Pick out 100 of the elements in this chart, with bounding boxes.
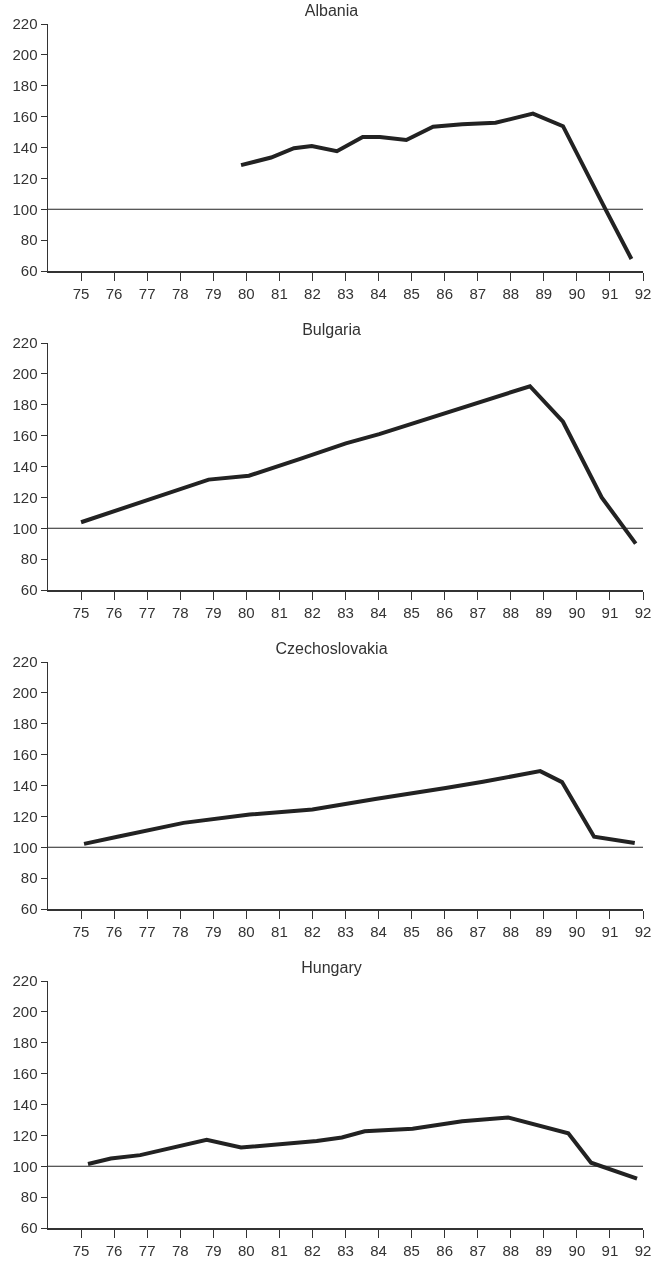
y-tick-label: 180 <box>12 1034 38 1051</box>
x-tick-label: 83 <box>337 922 354 940</box>
y-tick-label: 200 <box>12 46 38 64</box>
y-tick-label: 180 <box>12 715 38 732</box>
x-tick-label: 83 <box>337 1241 354 1259</box>
x-tick-label: 80 <box>237 1241 255 1259</box>
y-tick-label: 200 <box>12 684 38 702</box>
x-tick-label: 87 <box>469 284 487 302</box>
x-tick-label: 86 <box>436 603 454 621</box>
x-tick-label: 89 <box>535 922 553 940</box>
x-tick-label: 82 <box>304 1241 321 1259</box>
x-tick-label: 89 <box>535 1241 553 1259</box>
y-tick-label: 80 <box>20 869 38 887</box>
x-tick-label: 82 <box>304 922 321 940</box>
x-tick-label: 88 <box>502 284 520 302</box>
x-tick-label: 79 <box>204 284 222 302</box>
y-tick-label: 220 <box>12 653 38 671</box>
y-tick-label: 180 <box>12 396 38 413</box>
y-tick-label: 140 <box>12 776 38 794</box>
x-tick-label: 86 <box>436 284 454 302</box>
x-tick-label: 82 <box>304 603 321 621</box>
x-tick-label: 89 <box>535 284 553 302</box>
y-tick-label: 100 <box>12 838 38 856</box>
x-tick-label: 85 <box>403 284 420 302</box>
x-tick-label: 86 <box>436 922 454 940</box>
x-tick-label: 79 <box>204 922 222 940</box>
y-tick-label: 220 <box>12 15 38 33</box>
x-tick-label: 80 <box>237 284 255 302</box>
x-tick-label: 88 <box>502 1241 520 1259</box>
x-tick-label: 76 <box>105 603 123 621</box>
x-tick-label: 85 <box>403 922 420 940</box>
x-tick-label: 75 <box>72 603 90 621</box>
x-tick-label: 78 <box>171 603 189 621</box>
y-tick-label: 140 <box>12 138 38 156</box>
x-tick-label: 79 <box>204 603 222 621</box>
x-tick-label: 78 <box>171 922 189 940</box>
x-tick-label: 76 <box>105 284 123 302</box>
x-tick-label: 92 <box>634 603 652 621</box>
y-tick-label: 100 <box>12 519 38 537</box>
y-tick-label: 220 <box>12 972 38 990</box>
x-tick-label: 84 <box>370 922 387 940</box>
x-tick-label: 86 <box>436 1241 454 1259</box>
x-tick-label: 76 <box>105 1241 123 1259</box>
y-tick-label: 120 <box>12 1126 38 1144</box>
x-tick-label: 84 <box>370 603 387 621</box>
y-tick-label: 160 <box>12 1064 38 1082</box>
x-tick-label: 80 <box>237 922 255 940</box>
x-tick-label: 81 <box>271 1241 288 1259</box>
y-tick-label: 160 <box>12 745 38 763</box>
x-tick-label: 80 <box>237 603 255 621</box>
x-tick-label: 92 <box>634 1241 652 1259</box>
y-tick-label: 140 <box>12 457 38 475</box>
chart-title: Bulgaria <box>302 320 361 338</box>
x-tick-label: 91 <box>601 1241 619 1259</box>
x-tick-label: 75 <box>72 922 90 940</box>
x-tick-label: 82 <box>304 284 321 302</box>
y-tick-label: 120 <box>12 807 38 825</box>
y-tick-label: 100 <box>12 1157 38 1175</box>
y-tick-label: 200 <box>12 365 38 383</box>
x-tick-label: 83 <box>337 284 354 302</box>
x-tick-label: 77 <box>138 1241 156 1259</box>
y-tick-label: 180 <box>12 77 38 94</box>
x-tick-label: 81 <box>271 603 288 621</box>
y-tick-label: 120 <box>12 488 38 506</box>
chart-title: Czechoslovakia <box>275 639 388 657</box>
x-tick-label: 91 <box>601 922 619 940</box>
x-tick-label: 77 <box>138 284 156 302</box>
y-tick-label: 60 <box>20 900 38 918</box>
y-tick-label: 80 <box>20 1188 38 1206</box>
chart-title: Hungary <box>301 958 362 976</box>
x-tick-label: 84 <box>370 1241 387 1259</box>
x-tick-label: 76 <box>105 922 123 940</box>
x-tick-label: 88 <box>502 922 520 940</box>
x-tick-label: 87 <box>469 922 487 940</box>
y-tick-label: 100 <box>12 200 38 218</box>
x-tick-label: 92 <box>634 284 652 302</box>
x-tick-label: 90 <box>568 922 586 940</box>
x-tick-label: 81 <box>271 284 288 302</box>
y-tick-label: 80 <box>20 550 38 568</box>
x-tick-label: 85 <box>403 603 420 621</box>
y-tick-label: 60 <box>20 1219 38 1237</box>
x-tick-label: 92 <box>634 922 652 940</box>
y-tick-label: 120 <box>12 169 38 187</box>
x-tick-label: 87 <box>469 1241 487 1259</box>
x-tick-label: 90 <box>568 603 586 621</box>
y-tick-label: 80 <box>20 231 38 249</box>
y-tick-label: 220 <box>12 334 38 352</box>
x-tick-label: 87 <box>469 603 487 621</box>
x-tick-label: 90 <box>568 284 586 302</box>
y-tick-label: 60 <box>20 262 38 280</box>
x-tick-label: 90 <box>568 1241 586 1259</box>
y-tick-label: 160 <box>12 426 38 444</box>
x-tick-label: 79 <box>204 1241 222 1259</box>
x-tick-label: 85 <box>403 1241 420 1259</box>
x-tick-label: 83 <box>337 603 354 621</box>
x-tick-label: 89 <box>535 603 553 621</box>
y-tick-label: 160 <box>12 107 38 125</box>
y-tick-label: 60 <box>20 581 38 599</box>
x-tick-label: 78 <box>171 1241 189 1259</box>
x-tick-label: 81 <box>271 922 288 940</box>
